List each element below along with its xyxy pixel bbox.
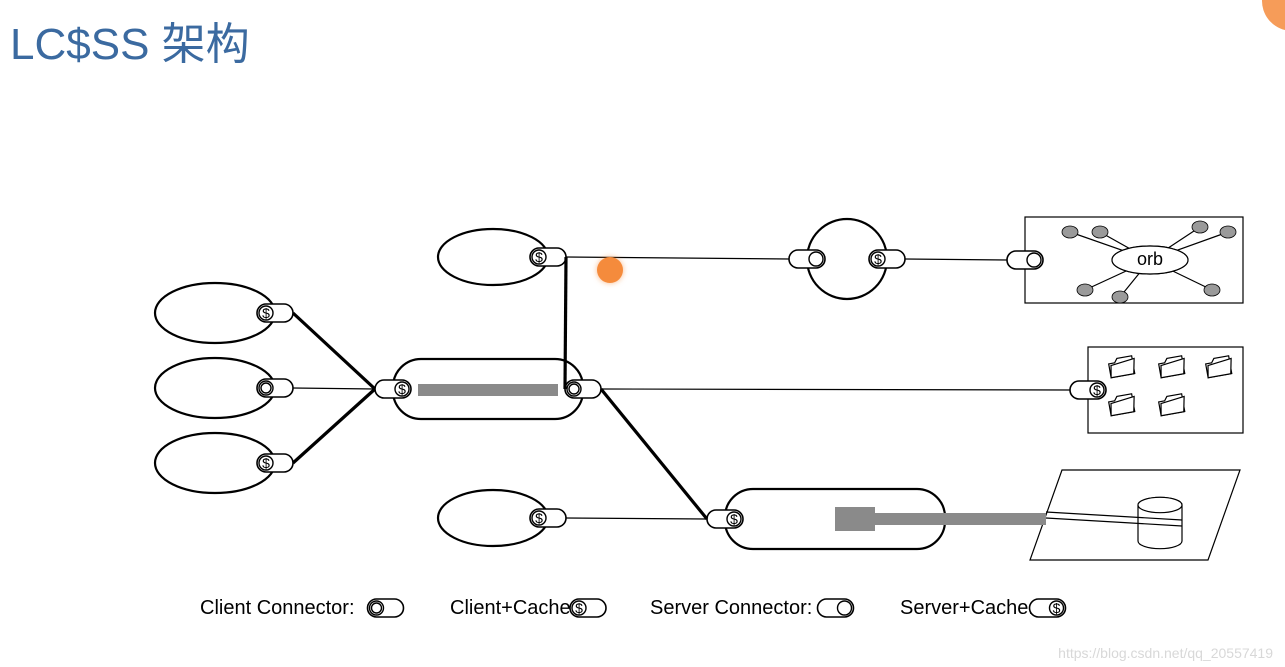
svg-text:Server Connector:: Server Connector: — [650, 597, 812, 619]
svg-text:$: $ — [730, 511, 738, 527]
cursor-highlight-icon — [597, 257, 623, 283]
architecture-diagram: orborb$$$$$$$$Client Connector:Client+Ca… — [0, 0, 1285, 667]
svg-text:$: $ — [1053, 600, 1061, 616]
svg-text:$: $ — [1093, 382, 1101, 398]
svg-text:Server+Cache:: Server+Cache: — [900, 597, 1034, 619]
svg-text:$: $ — [398, 381, 406, 397]
svg-text:Client Connector:: Client Connector: — [200, 597, 355, 619]
svg-text:Client+Cache: Client+Cache — [450, 597, 571, 619]
svg-text:orb: orb — [1137, 249, 1163, 269]
